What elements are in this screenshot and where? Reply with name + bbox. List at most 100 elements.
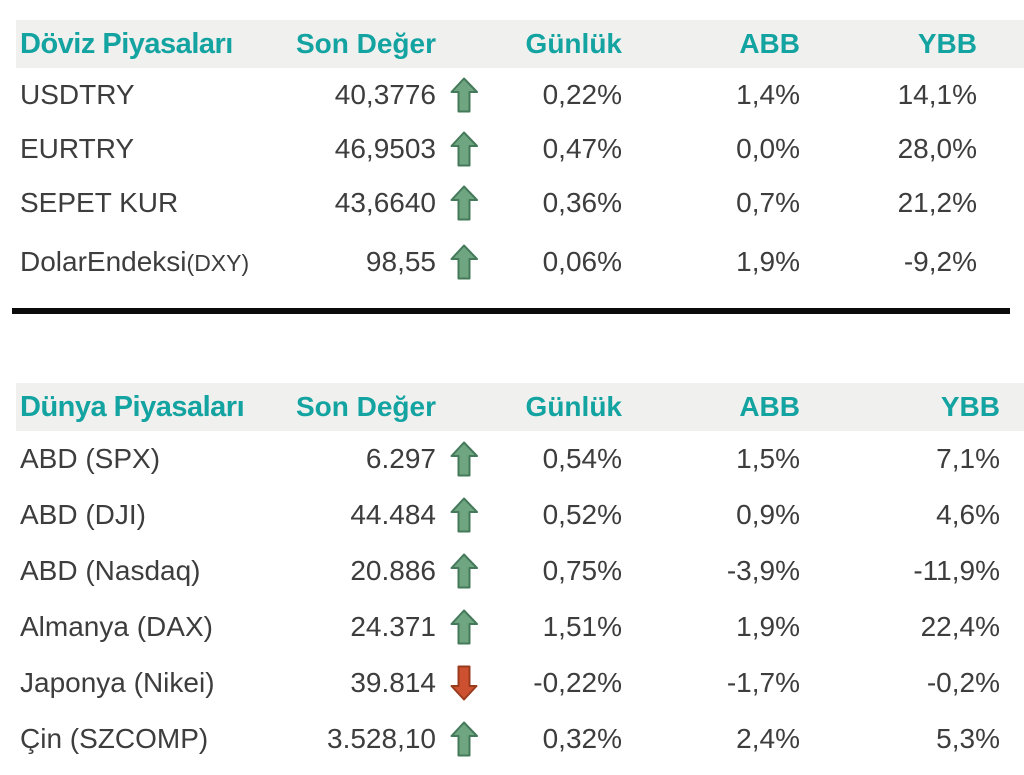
instrument-name: Japonya (Nikei) — [16, 667, 284, 699]
up-arrow-icon — [450, 553, 478, 589]
last-value: 6.297 — [365, 443, 436, 474]
col-header-son-deger: Son Değer — [295, 391, 436, 422]
direction-indicator — [436, 497, 492, 533]
daily-change: 0,22% — [542, 79, 622, 110]
last-value: 24.371 — [350, 611, 436, 642]
col-header-ybb: YBB — [940, 391, 1000, 422]
table-row: Almanya (DAX) 24.371 1,51% 1,9% 22,4% — [16, 599, 1024, 655]
last-value: 20.886 — [350, 555, 436, 586]
instrument-name: USDTRY — [16, 79, 284, 111]
daily-change: -0,22% — [533, 667, 622, 698]
instrument-name: ABD (DJI) — [16, 499, 284, 531]
ybb-change: 22,4% — [920, 611, 1000, 642]
ybb-change: 4,6% — [936, 499, 1000, 530]
down-arrow-icon — [450, 665, 478, 701]
abb-change: 1,9% — [736, 246, 800, 277]
daily-change: 0,75% — [542, 555, 622, 586]
up-arrow-icon — [450, 441, 478, 477]
up-arrow-icon — [450, 721, 478, 757]
daily-change: 0,06% — [542, 246, 622, 277]
abb-change: 1,9% — [736, 611, 800, 642]
abb-change: -3,9% — [726, 555, 800, 586]
abb-change: 1,5% — [736, 443, 800, 474]
daily-change: 1,51% — [542, 611, 622, 642]
table-row: DolarEndeksi(DXY) 98,55 0,06% 1,9% -9,2% — [16, 230, 1024, 294]
last-value: 46,9503 — [334, 133, 436, 164]
instrument-name-text: DolarEndeksi — [20, 246, 187, 277]
up-arrow-icon — [450, 497, 478, 533]
instrument-name-text: SEPET KUR — [20, 187, 179, 218]
instrument-name: Almanya (DAX) — [16, 611, 284, 643]
last-value: 39.814 — [350, 667, 436, 698]
ybb-change: 28,0% — [897, 133, 977, 164]
currency-markets-table: Döviz Piyasaları Son Değer Günlük ABB YB… — [16, 20, 1024, 294]
table-row: ABD (SPX) 6.297 0,54% 1,5% 7,1% — [16, 431, 1024, 487]
direction-indicator — [436, 441, 492, 477]
section-divider — [12, 308, 1010, 314]
instrument-name-text: Japonya (Nikei) — [20, 667, 215, 698]
table-header: Dünya Piyasaları Son Değer Günlük ABB YB… — [16, 383, 1024, 431]
up-arrow-icon — [450, 77, 478, 113]
instrument-name: Çin (SZCOMP) — [16, 723, 284, 755]
up-arrow-icon — [450, 131, 478, 167]
instrument-name: ABD (SPX) — [16, 443, 284, 475]
table-row: Çin (SZCOMP) 3.528,10 0,32% 2,4% 5,3% — [16, 711, 1024, 767]
ybb-change: -0,2% — [926, 667, 1000, 698]
col-header-abb: ABB — [739, 391, 800, 422]
table-row: Japonya (Nikei) 39.814 -0,22% -1,7% -0,2… — [16, 655, 1024, 711]
instrument-name-suffix: (DXY) — [186, 250, 250, 276]
instrument-name-text: ABD (Nasdaq) — [20, 555, 201, 586]
direction-indicator — [436, 131, 492, 167]
direction-indicator — [436, 721, 492, 757]
ybb-change: 21,2% — [897, 187, 977, 218]
up-arrow-icon — [450, 185, 478, 221]
abb-change: 2,4% — [736, 723, 800, 754]
ybb-change: 7,1% — [936, 443, 1000, 474]
last-value: 98,55 — [365, 246, 436, 277]
direction-indicator — [436, 244, 492, 280]
instrument-name-text: EURTRY — [20, 133, 135, 164]
up-arrow-icon — [450, 609, 478, 645]
last-value: 43,6640 — [334, 187, 436, 218]
table-row: SEPET KUR 43,6640 0,36% 0,7% 21,2% — [16, 176, 1024, 230]
table-title: Dünya Piyasaları — [20, 390, 245, 423]
last-value: 3.528,10 — [327, 723, 436, 754]
last-value: 40,3776 — [334, 79, 436, 110]
direction-indicator — [436, 77, 492, 113]
up-arrow-icon — [450, 244, 478, 280]
table-row: ABD (DJI) 44.484 0,52% 0,9% 4,6% — [16, 487, 1024, 543]
daily-change: 0,54% — [542, 443, 622, 474]
col-header-son-deger: Son Değer — [295, 28, 436, 59]
direction-indicator — [436, 553, 492, 589]
ybb-change: -9,2% — [903, 246, 977, 277]
abb-change: 0,9% — [736, 499, 800, 530]
daily-change: 0,52% — [542, 499, 622, 530]
col-header-gunluk: Günlük — [525, 28, 622, 59]
direction-indicator — [436, 665, 492, 701]
table-title: Döviz Piyasaları — [20, 27, 233, 60]
abb-change: 0,0% — [736, 133, 800, 164]
abb-change: 0,7% — [736, 187, 800, 218]
ybb-change: 5,3% — [936, 723, 1000, 754]
instrument-name-text: Çin (SZCOMP) — [20, 723, 209, 754]
instrument-name: ABD (Nasdaq) — [16, 555, 284, 587]
daily-change: 0,36% — [542, 187, 622, 218]
ybb-change: -11,9% — [913, 555, 1000, 586]
daily-change: 0,32% — [542, 723, 622, 754]
table-row: EURTRY 46,9503 0,47% 0,0% 28,0% — [16, 122, 1024, 176]
table-row: ABD (Nasdaq) 20.886 0,75% -3,9% -11,9% — [16, 543, 1024, 599]
table-row: USDTRY 40,3776 0,22% 1,4% 14,1% — [16, 68, 1024, 122]
instrument-name-text: ABD (SPX) — [20, 443, 161, 474]
instrument-name: SEPET KUR — [16, 187, 284, 219]
section-spacer — [16, 314, 1024, 383]
instrument-name-text: Almanya (DAX) — [20, 611, 213, 642]
direction-indicator — [436, 185, 492, 221]
instrument-name-text: ABD (DJI) — [20, 499, 146, 530]
daily-change: 0,47% — [542, 133, 622, 164]
world-markets-table: Dünya Piyasaları Son Değer Günlük ABB YB… — [16, 383, 1024, 767]
direction-indicator — [436, 609, 492, 645]
instrument-name: EURTRY — [16, 133, 284, 165]
instrument-name: DolarEndeksi(DXY) — [16, 246, 284, 278]
instrument-name-text: USDTRY — [20, 79, 135, 110]
